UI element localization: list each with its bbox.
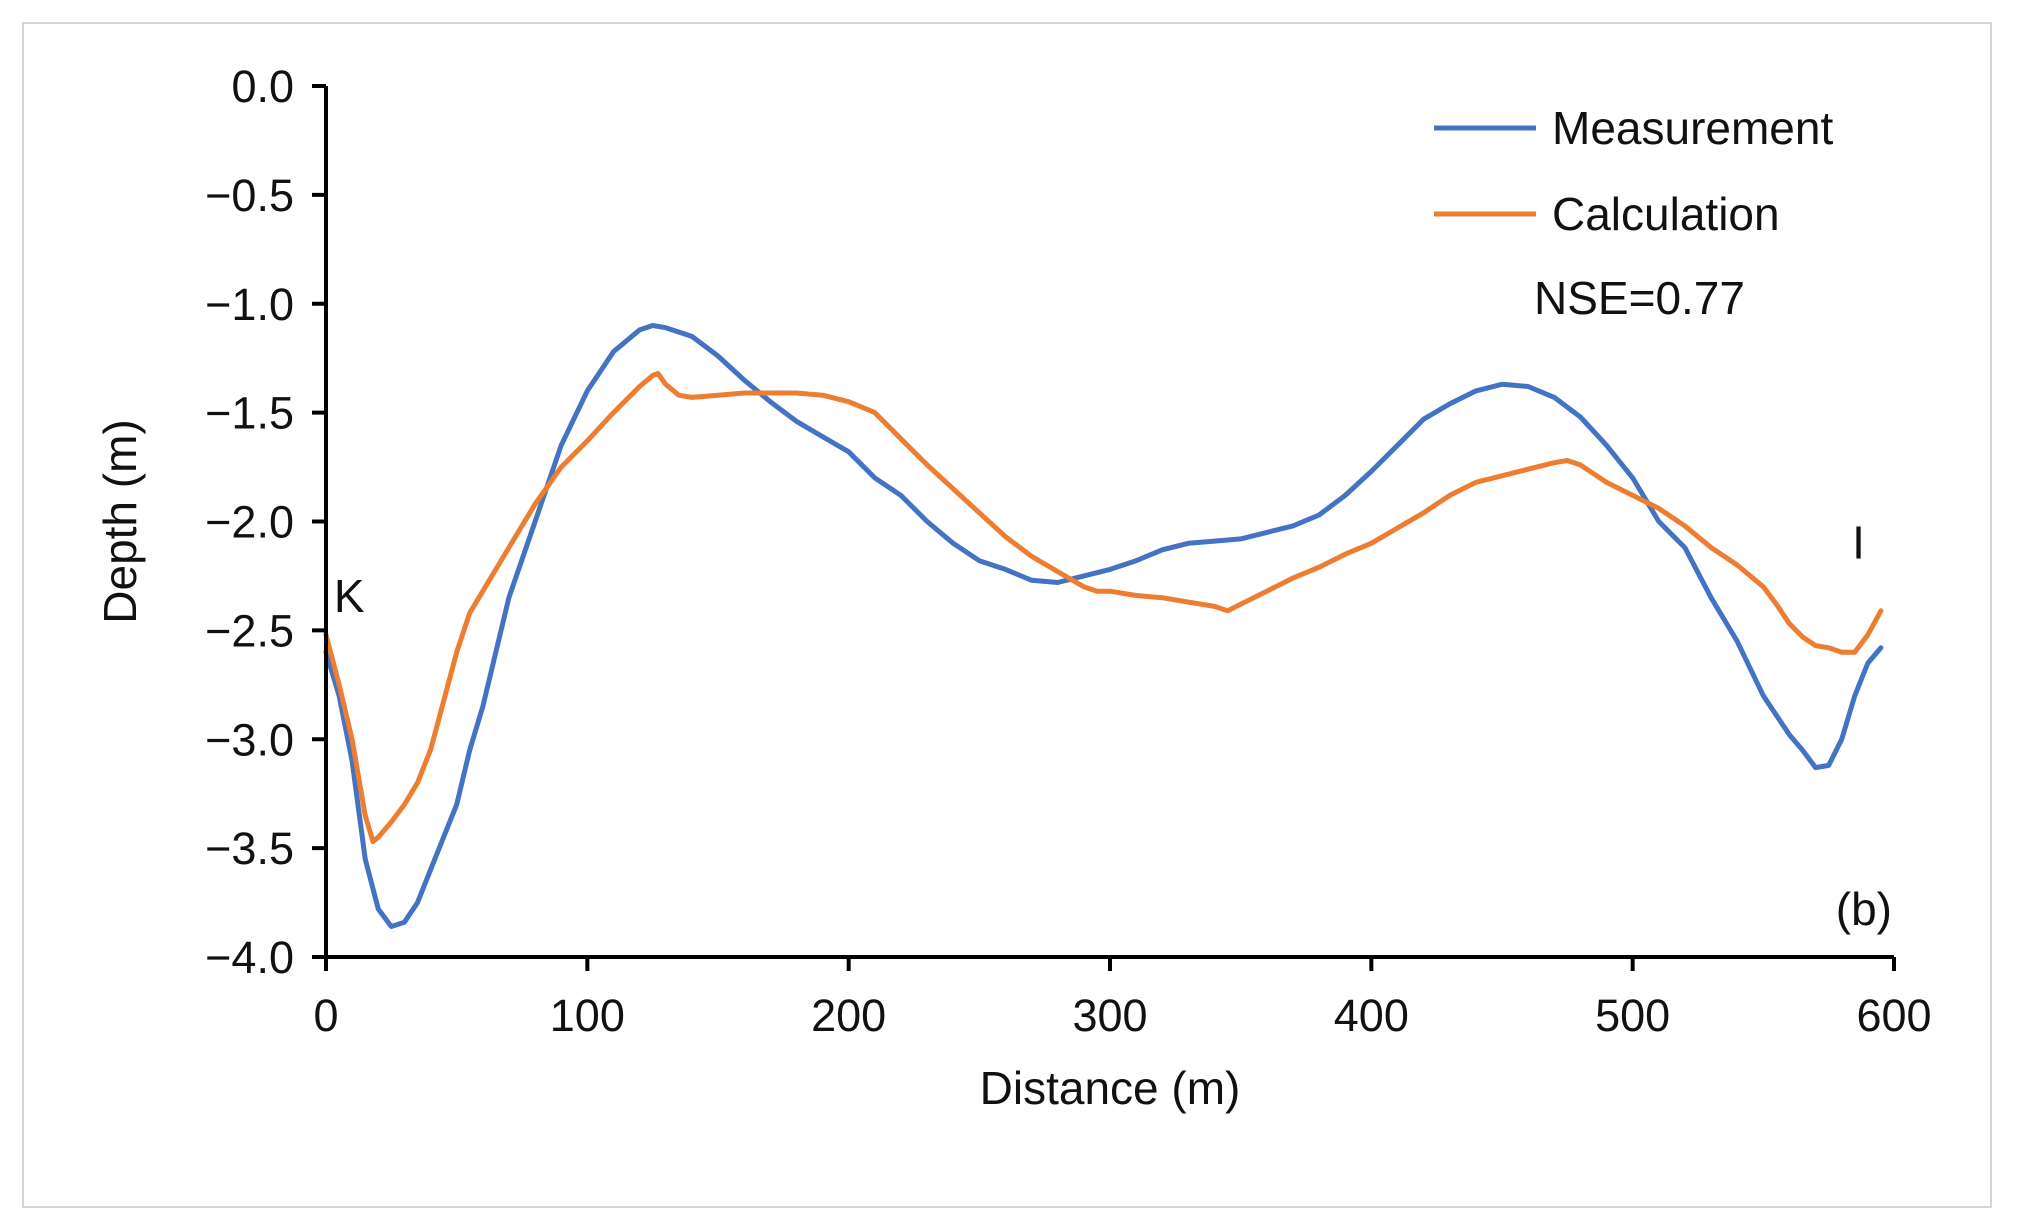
line-chart: 0.0 −0.5 −1.0 −1.5 −2.0 −2.5 −3.0 −3.5 −4.0 0 100 2… — [94, 61, 1932, 1114]
legend-label-calculation: Calculation — [1552, 188, 1780, 240]
x-tick-label: 600 — [1856, 990, 1931, 1041]
y-axis-title: Depth (m) — [94, 419, 146, 623]
y-tick-label: 0.0 — [231, 61, 294, 112]
x-tick-label: 0 — [313, 990, 338, 1041]
x-tick-label: 300 — [1072, 990, 1147, 1041]
x-axis-title: Distance (m) — [980, 1062, 1241, 1114]
y-tick-label: −2.5 — [205, 605, 294, 656]
series-line-measurement — [323, 323, 1884, 929]
y-tick-label: −2.0 — [205, 497, 294, 548]
y-tick-label: −4.0 — [205, 932, 294, 983]
series-line-calculation — [323, 370, 1884, 845]
x-tick-label: 500 — [1595, 990, 1670, 1041]
y-tick-label: −1.0 — [205, 279, 294, 330]
y-tick-label: −3.5 — [205, 823, 294, 874]
legend-label-measurement: Measurement — [1552, 102, 1833, 154]
panel-label: (b) — [1836, 883, 1892, 935]
series-layer — [323, 323, 1884, 929]
start-point-label: K — [334, 570, 365, 622]
ticks-layer: 0.0 −0.5 −1.0 −1.5 −2.0 −2.5 −3.0 −3.5 −4.0 0 100 2… — [205, 61, 1931, 1041]
chart-frame: 0.0 −0.5 −1.0 −1.5 −2.0 −2.5 −3.0 −3.5 −4.0 0 100 2… — [22, 22, 1992, 1208]
x-tick-label: 200 — [811, 990, 886, 1041]
y-tick-label: −0.5 — [205, 170, 294, 221]
end-point-label: I — [1852, 517, 1865, 569]
y-tick-label: −1.5 — [205, 388, 294, 439]
x-tick-label: 100 — [550, 990, 625, 1041]
y-tick-label: −3.0 — [205, 714, 294, 765]
x-tick-label: 400 — [1334, 990, 1409, 1041]
legend: Measurement Calculation — [1434, 102, 1833, 240]
nse-annotation: NSE=0.77 — [1534, 272, 1745, 324]
